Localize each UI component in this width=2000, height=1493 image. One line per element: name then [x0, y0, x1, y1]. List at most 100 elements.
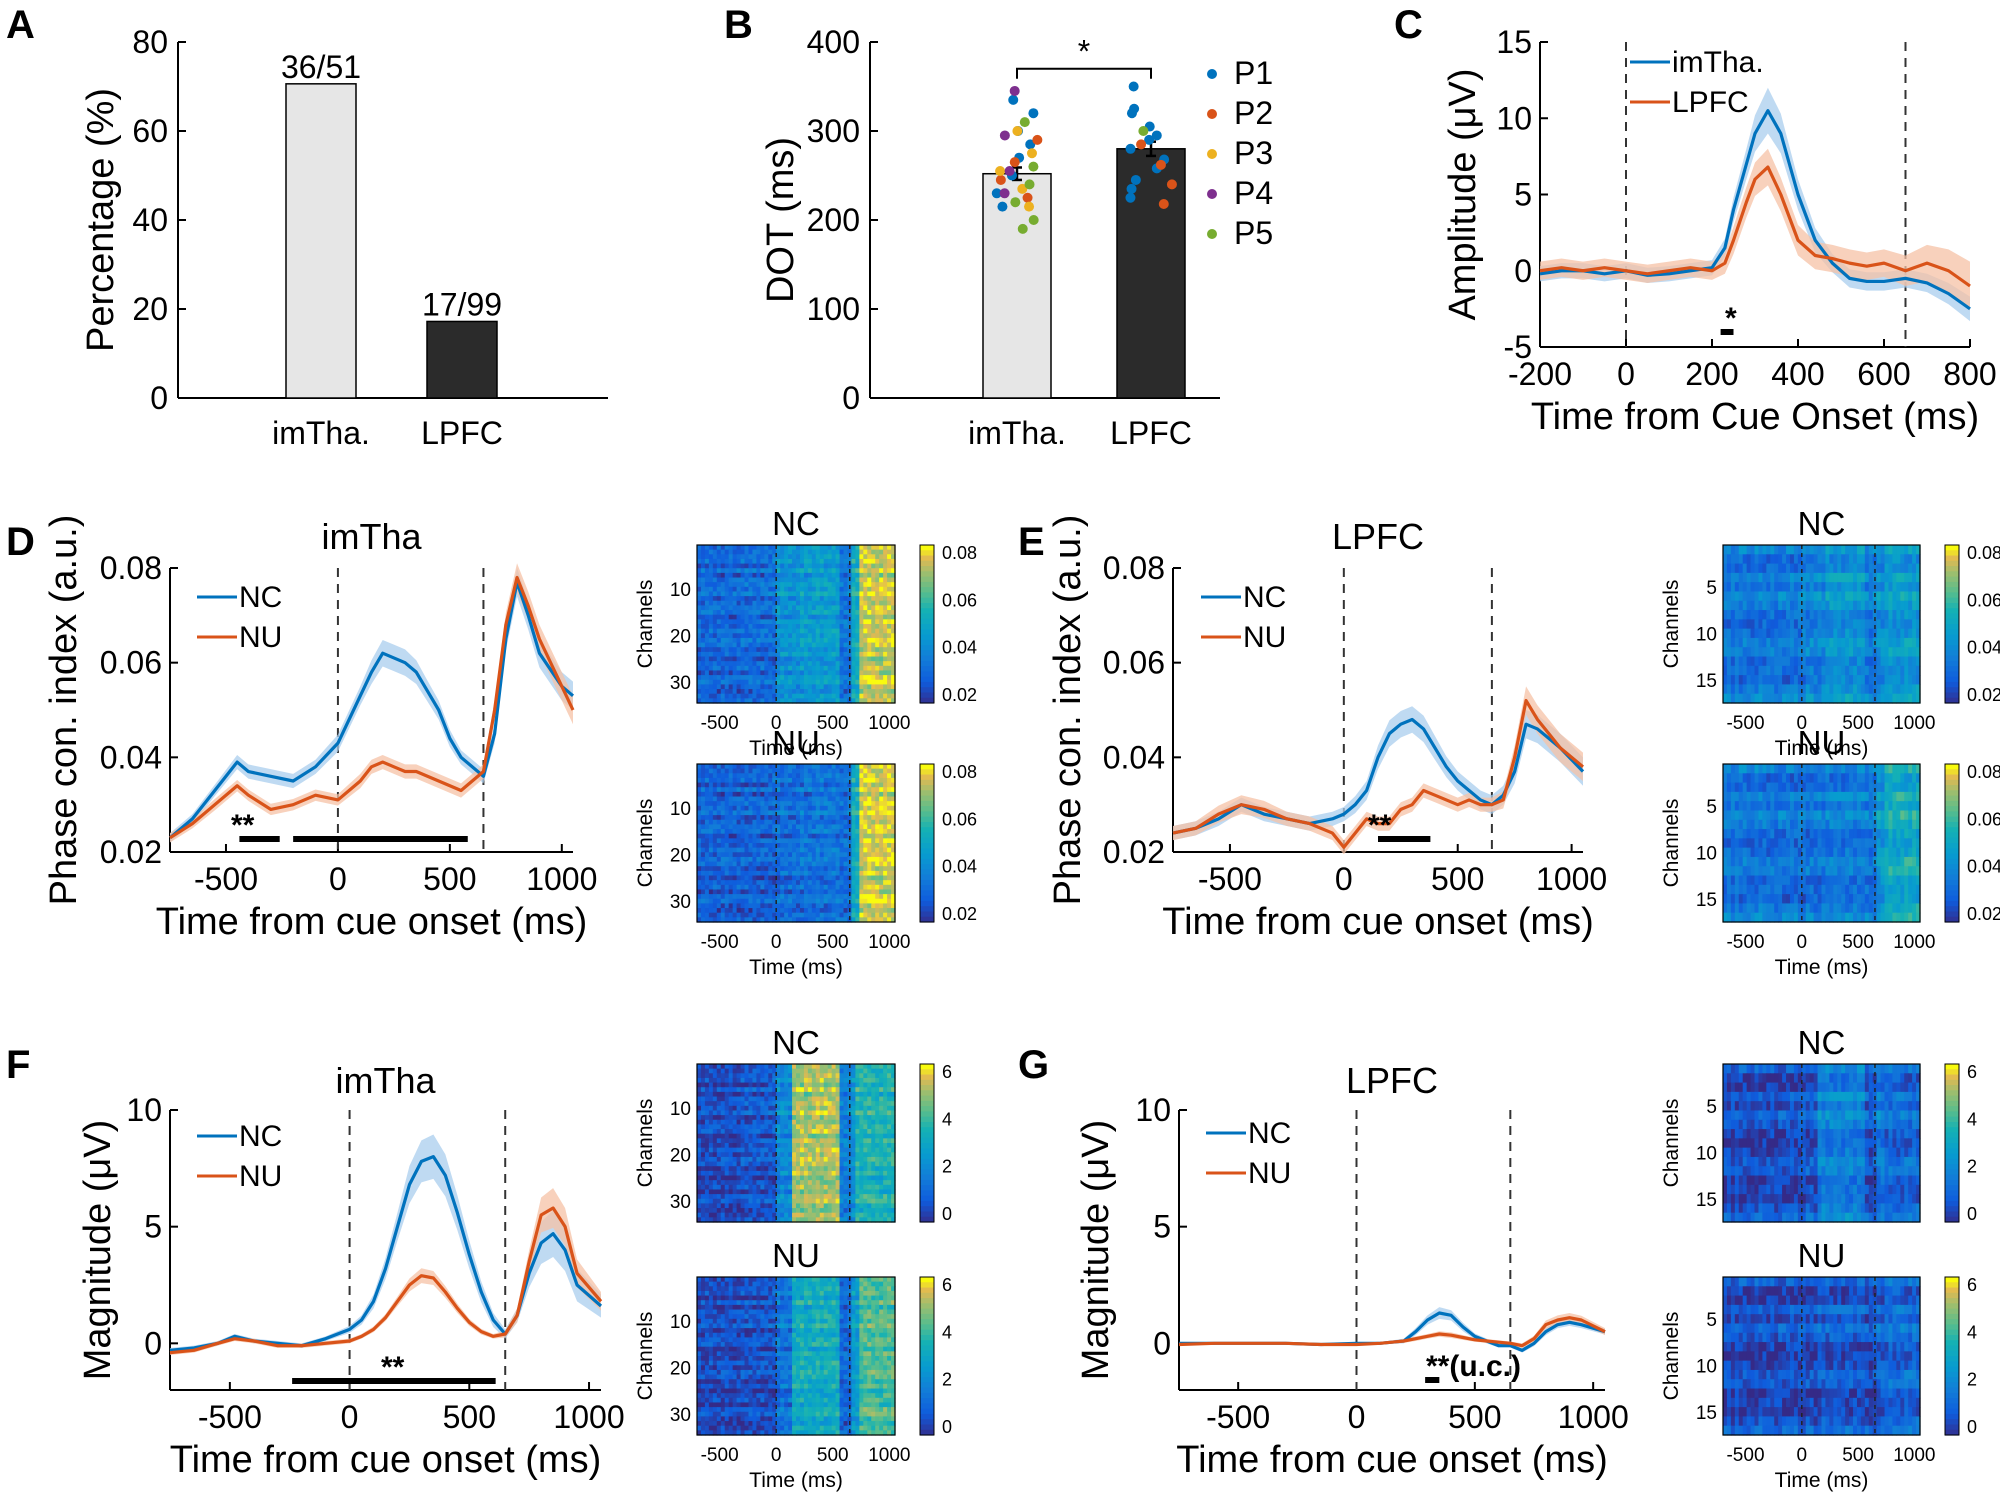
heatmap-cell	[887, 801, 892, 807]
heatmap-cell	[764, 679, 769, 686]
colorbar-cell	[1945, 681, 1959, 688]
heatmap-cell	[803, 884, 809, 891]
panel-label-F: F	[6, 1043, 30, 1087]
heatmap-cell	[752, 586, 757, 593]
heatmap-cell	[835, 917, 841, 923]
heatmap-cell	[843, 912, 849, 918]
data-point	[1008, 94, 1019, 105]
heatmap-cell	[1853, 810, 1858, 821]
heatmap-cell	[1789, 819, 1795, 830]
heatmap-cell	[1868, 600, 1874, 611]
heatmap-cell	[1868, 628, 1874, 639]
heatmap-cell	[752, 829, 757, 835]
heatmap-cell	[1833, 582, 1838, 593]
legend-label-NU: NU	[239, 1160, 282, 1193]
heatmap-cell	[891, 852, 896, 858]
heatmap-cell	[819, 665, 825, 672]
heatmap-cell	[1726, 791, 1732, 802]
series-line-LPFC	[1539, 165, 1971, 288]
heatmap-cell	[796, 675, 801, 681]
heatmap-cell	[1821, 791, 1827, 802]
heatmap-cell	[1860, 665, 1866, 676]
heatmap-cell	[712, 889, 718, 895]
heatmap-cell	[835, 833, 841, 839]
heatmap-cell	[831, 689, 837, 695]
heatmap-cell	[1849, 675, 1854, 686]
heatmap-cell	[704, 852, 710, 858]
heatmap-cell	[720, 637, 726, 644]
heatmap-cell	[823, 572, 829, 579]
panel-label-E: E	[1018, 520, 1045, 564]
heatmap-cell	[891, 791, 896, 798]
heatmap-cell	[740, 628, 746, 634]
heatmap-cell	[780, 898, 785, 905]
heatmap-cell	[1841, 619, 1846, 630]
heatmap-cell	[835, 866, 841, 872]
heatmap-cell	[1892, 637, 1897, 648]
heatmap-cell	[736, 875, 742, 881]
heatmap-cell	[1900, 582, 1905, 593]
heatmap-cell	[748, 637, 754, 644]
heatmap-cell	[748, 833, 754, 839]
heatmap-cell	[1853, 764, 1858, 774]
colorbar-cell	[1945, 545, 1959, 551]
heatmap-cell	[1912, 619, 1917, 630]
heatmap-cell	[823, 577, 829, 583]
heatmap-cell	[851, 637, 856, 644]
heatmap-cell	[1746, 582, 1752, 593]
heatmap-cell	[736, 903, 742, 909]
heatmap-cell	[744, 838, 750, 844]
heatmap-cell	[1789, 782, 1795, 793]
heatmap-cell	[1762, 665, 1767, 676]
heatmap-cell	[811, 619, 817, 625]
heatmap-cell	[855, 917, 860, 923]
heatmap-cell	[823, 768, 829, 774]
heatmap-cell	[776, 824, 781, 830]
heatmap-cell	[1864, 563, 1870, 574]
heatmap-cell	[756, 782, 761, 788]
heatmap-cell	[1892, 675, 1897, 686]
heatmap-cell	[768, 577, 773, 583]
heatmap-cell	[772, 856, 777, 863]
heatmap-cell	[764, 568, 769, 574]
heatmap-cell	[799, 679, 805, 686]
heatmap-cell	[708, 884, 714, 891]
heatmap-cell	[756, 843, 761, 849]
heatmap-cell	[724, 661, 730, 667]
heatmap-cell	[799, 898, 805, 905]
heatmap-cell	[796, 689, 801, 695]
heatmap-cell	[1864, 773, 1870, 784]
heatmap-cell	[859, 572, 864, 579]
heatmap-cell	[883, 843, 888, 849]
heatmap-cell	[1809, 619, 1815, 630]
heatmap-cell	[1864, 665, 1870, 676]
heatmap-cell	[803, 819, 809, 826]
heatmap-cell	[732, 838, 738, 844]
heatmap-cell	[1845, 600, 1850, 611]
heatmap-cell	[704, 665, 710, 672]
heatmap-cell	[823, 777, 829, 784]
heatmap-cell	[720, 656, 726, 662]
heatmap-cell	[879, 852, 884, 858]
heatmap-cell	[704, 637, 710, 644]
heatmap-cell	[1892, 619, 1897, 630]
heatmap-cell	[803, 866, 809, 872]
heatmap-cell	[823, 866, 829, 872]
heatmap-cell	[1786, 582, 1791, 593]
heatmap-cell	[736, 661, 742, 667]
heatmap-cell	[831, 568, 837, 574]
heatmap-cell	[1908, 647, 1913, 658]
heatmap-cell	[720, 619, 726, 625]
heatmap-cell	[724, 782, 730, 788]
heatmap-cell	[819, 777, 825, 784]
heatmap-cell	[700, 675, 706, 681]
heatmap-cell	[855, 600, 860, 607]
heatmap-cell	[1825, 665, 1830, 676]
heatmap-cell	[843, 889, 849, 895]
heatmap-cell	[768, 549, 773, 555]
colorbar-cell	[1945, 655, 1959, 662]
heatmap-cell	[700, 582, 706, 588]
heatmap-cell	[875, 572, 880, 579]
heatmap-cell	[1821, 563, 1827, 574]
heatmap-cell	[752, 866, 757, 872]
